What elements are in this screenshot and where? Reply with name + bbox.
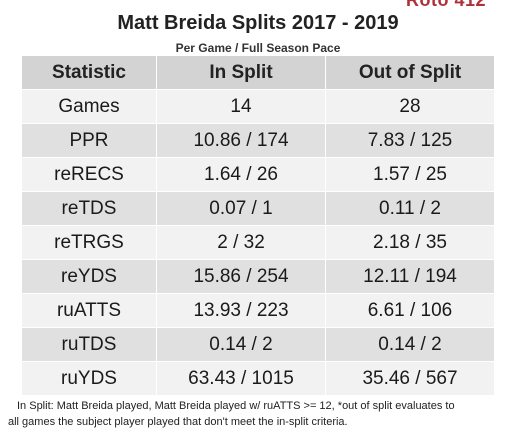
splits-table: Statistic In Split Out of Split Games 14 2… [22,56,494,396]
table-row: ruYDS 63.43 / 1015 35.46 / 567 [22,362,494,396]
statistic-cell: PPR [22,124,157,158]
in-split-cell: 13.93 / 223 [157,294,326,328]
out-of-split-cell: 0.14 / 2 [326,328,494,362]
statistic-cell: reYDS [22,260,157,294]
in-split-cell: 63.43 / 1015 [157,362,326,396]
out-of-split-cell: 2.18 / 35 [326,226,494,260]
in-split-cell: 1.64 / 26 [157,158,326,192]
out-of-split-cell: 35.46 / 567 [326,362,494,396]
statistic-cell: ruTDS [22,328,157,362]
statistic-cell: reTDS [22,192,157,226]
out-of-split-cell: 1.57 / 25 [326,158,494,192]
statistic-cell: reRECS [22,158,157,192]
out-of-split-cell: 28 [326,90,494,124]
out-of-split-cell: 7.83 / 125 [326,124,494,158]
table-row: ruATTS 13.93 / 223 6.61 / 106 [22,294,494,328]
chart-title: Matt Breida Splits 2017 - 2019 [117,12,399,34]
in-split-cell: 15.86 / 254 [157,260,326,294]
column-header-in-split: In Split [157,56,326,90]
table-row: PPR 10.86 / 174 7.83 / 125 [22,124,494,158]
table-row: reYDS 15.86 / 254 12.11 / 194 [22,260,494,294]
statistic-cell: Games [22,90,157,124]
in-split-cell: 14 [157,90,326,124]
table-row: Games 14 28 [22,90,494,124]
chart-subtitle: Per Game / Full Season Pace [175,41,341,55]
table-row: reRECS 1.64 / 26 1.57 / 25 [22,158,494,192]
statistic-cell: ruYDS [22,362,157,396]
footnote-line-2: all games the subject player played that… [8,416,348,428]
out-of-split-cell: 12.11 / 194 [326,260,494,294]
in-split-cell: 0.07 / 1 [157,192,326,226]
column-header-statistic: Statistic [22,56,157,90]
brand-logo: Roto 412 [405,0,486,10]
table-body: Games 14 28 PPR 10.86 / 174 7.83 / 125 reRECS 1… [22,90,494,396]
table-row: ruTDS 0.14 / 2 0.14 / 2 [22,328,494,362]
out-of-split-cell: 6.61 / 106 [326,294,494,328]
in-split-cell: 10.86 / 174 [157,124,326,158]
table-row: reTRGS 2 / 32 2.18 / 35 [22,226,494,260]
in-split-cell: 2 / 32 [157,226,326,260]
column-header-out-of-split: Out of Split [326,56,494,90]
in-split-cell: 0.14 / 2 [157,328,326,362]
footnote-line-1: In Split: Matt Breida played, Matt Breid… [17,400,455,412]
out-of-split-cell: 0.11 / 2 [326,192,494,226]
statistic-cell: reTRGS [22,226,157,260]
footnote: In Split: Matt Breida played, Matt Breid… [8,398,508,430]
table-row: reTDS 0.07 / 1 0.11 / 2 [22,192,494,226]
statistic-cell: ruATTS [22,294,157,328]
table-header-row: Statistic In Split Out of Split [22,56,494,90]
